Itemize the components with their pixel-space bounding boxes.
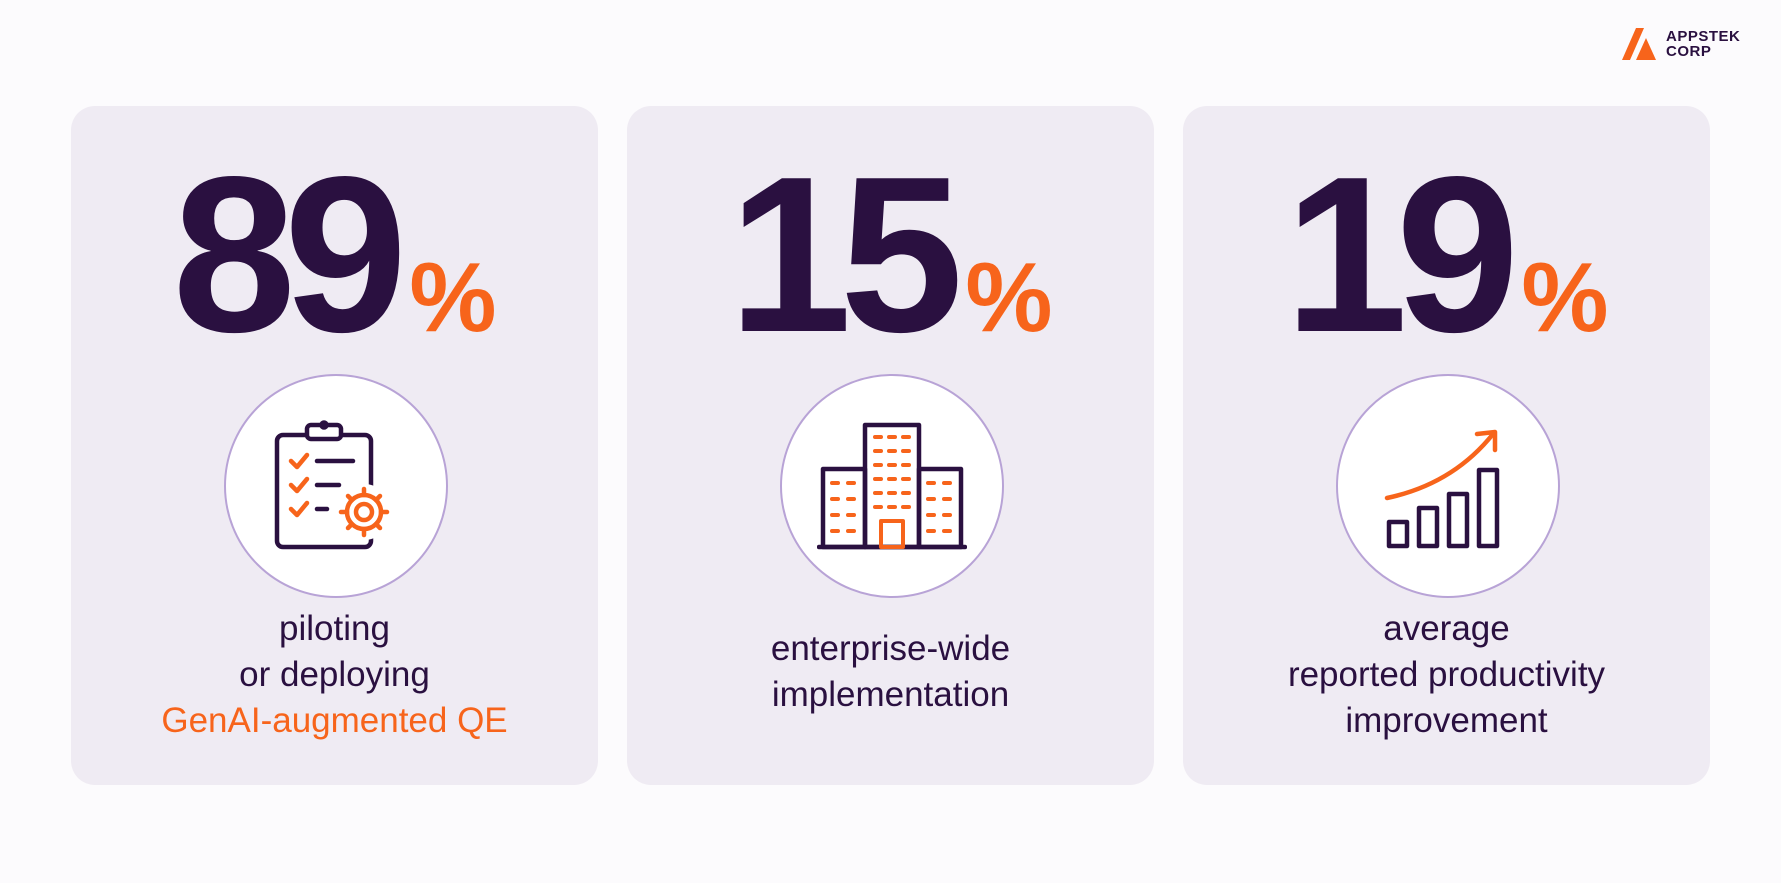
stat-number: 19 <box>1284 131 1519 379</box>
description-line: average <box>1383 609 1510 648</box>
stat-number: 15 <box>728 131 963 379</box>
icon-badge <box>223 374 448 598</box>
stat-card-genai-qe: 89% <box>71 106 598 785</box>
stat-card-enterprise-wide: 15% <box>627 106 1154 785</box>
description-line: implementation <box>771 675 1010 714</box>
percent-sign: % <box>1521 242 1609 352</box>
description-line: reported productivity <box>1287 655 1606 694</box>
clipboard-gear-icon <box>274 419 392 549</box>
brand-logo: APPSTEK CORP <box>1622 28 1740 60</box>
description-line: piloting <box>279 609 390 648</box>
appstek-logo-icon <box>1622 28 1656 60</box>
description-line: or deploying <box>239 655 430 694</box>
stat-value: 15% <box>627 144 1154 366</box>
stat-value: 89% <box>71 144 598 366</box>
stat-description: enterprise-wide implementation <box>627 626 1154 718</box>
stat-description: piloting or deploying GenAI-augmented QE <box>71 606 598 744</box>
description-highlight: GenAI-augmented QE <box>161 701 508 740</box>
icon-badge <box>1335 374 1560 598</box>
stat-description: average reported productivity improvemen… <box>1183 606 1710 744</box>
stat-number: 89 <box>172 131 407 379</box>
office-buildings-icon <box>816 422 967 550</box>
description-line: improvement <box>1345 701 1548 740</box>
stat-card-productivity: 19% average reported productivity improv… <box>1183 106 1710 785</box>
icon-badge <box>779 374 1004 598</box>
brand-name-line1: APPSTEK <box>1666 28 1741 45</box>
growth-bar-chart-icon <box>1384 429 1499 548</box>
percent-sign: % <box>409 242 497 352</box>
percent-sign: % <box>965 242 1053 352</box>
brand-name: APPSTEK CORP <box>1666 29 1740 59</box>
brand-name-line2: CORP <box>1666 43 1712 60</box>
description-line: enterprise-wide <box>770 629 1011 668</box>
stat-value: 19% <box>1183 144 1710 366</box>
